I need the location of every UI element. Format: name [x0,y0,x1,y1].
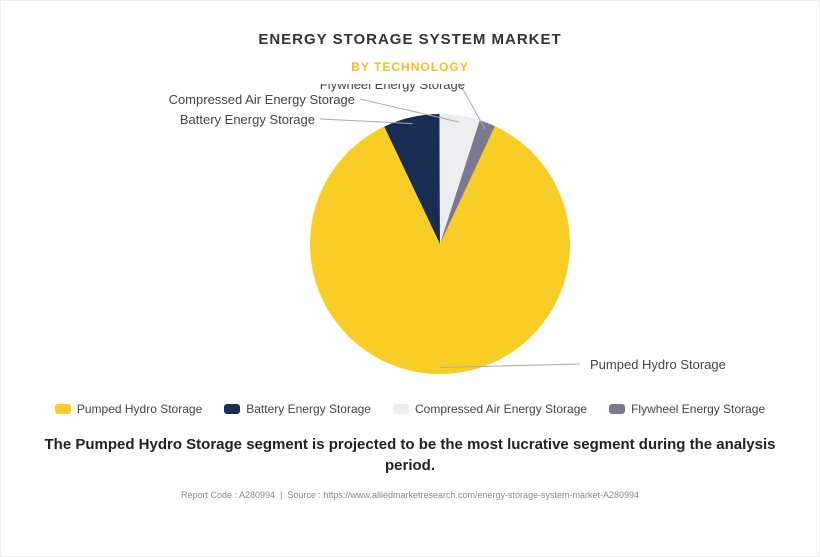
legend: Pumped Hydro Storage Battery Energy Stora… [55,402,765,416]
slice-label: Flywheel Energy Storage [320,84,465,92]
chart-container: ENERGY STORAGE SYSTEM MARKET BY TECHNOLO… [1,1,819,556]
source-url: https://www.alliedmarketresearch.com/ene… [323,490,639,500]
slice-label: Pumped Hydro Storage [590,357,726,372]
pie-chart: Pumped Hydro Storage Battery Energy Stora… [60,84,760,394]
report-code: A280994 [239,490,275,500]
slice-label: Compressed Air Energy Storage [169,92,355,107]
slice-label: Battery Energy Storage [180,112,315,127]
source-label: Source : [287,490,321,500]
legend-swatch [609,404,625,414]
chart-title: ENERGY STORAGE SYSTEM MARKET [258,31,561,48]
legend-item: Battery Energy Storage [224,402,371,416]
chart-subtitle: BY TECHNOLOGY [351,60,468,74]
legend-item: Pumped Hydro Storage [55,402,202,416]
legend-label: Battery Energy Storage [246,402,371,416]
footer-text: Report Code : A280994 | Source : https:/… [181,490,639,500]
legend-swatch [55,404,71,414]
legend-label: Compressed Air Energy Storage [415,402,587,416]
caption-text: The Pumped Hydro Storage segment is proj… [30,434,790,476]
pie-svg: Pumped Hydro Storage Battery Energy Stora… [60,84,760,394]
legend-swatch [393,404,409,414]
legend-label: Flywheel Energy Storage [631,402,765,416]
legend-swatch [224,404,240,414]
legend-label: Pumped Hydro Storage [77,402,202,416]
legend-item: Flywheel Energy Storage [609,402,765,416]
report-code-label: Report Code : [181,490,237,500]
legend-item: Compressed Air Energy Storage [393,402,587,416]
